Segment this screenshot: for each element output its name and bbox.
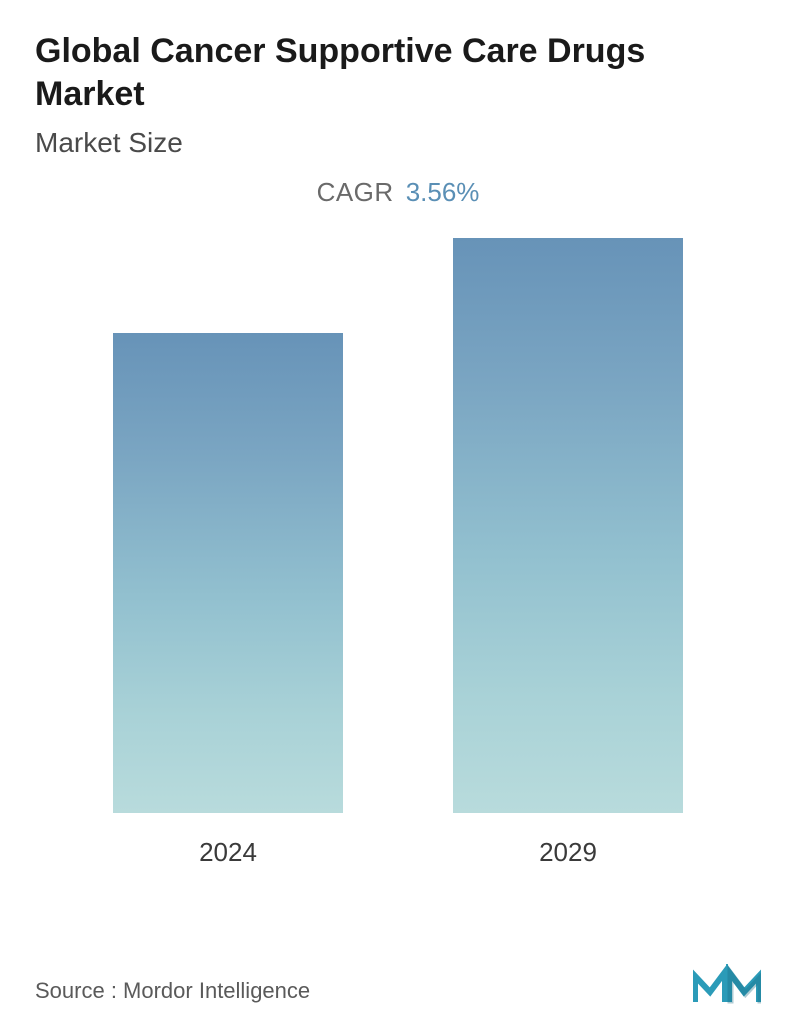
mordor-logo-icon (693, 964, 761, 1004)
chart-footer: Source : Mordor Intelligence (35, 964, 761, 1004)
cagr-label: CAGR (317, 177, 394, 207)
chart-title: Global Cancer Supportive Care Drugs Mark… (35, 30, 761, 115)
bar-1 (453, 238, 683, 813)
chart-subtitle: Market Size (35, 127, 761, 159)
bar-label-1: 2029 (539, 837, 597, 868)
bar-group-0: 2024 (113, 333, 343, 868)
bar-chart: 2024 2029 (35, 278, 761, 868)
cagr-row: CAGR 3.56% (35, 177, 761, 208)
bar-label-0: 2024 (199, 837, 257, 868)
cagr-value: 3.56% (406, 177, 480, 207)
bar-group-1: 2029 (453, 238, 683, 868)
source-text: Source : Mordor Intelligence (35, 978, 310, 1004)
bar-0 (113, 333, 343, 813)
